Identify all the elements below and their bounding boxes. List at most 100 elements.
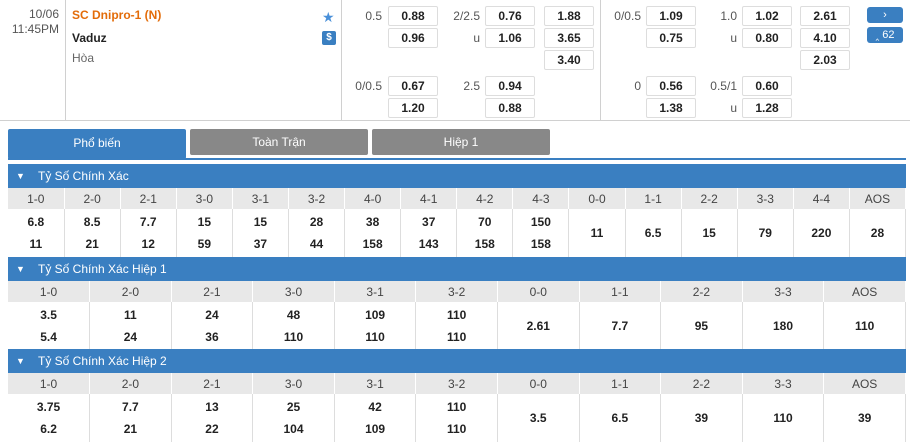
home-score-odds[interactable]: 24 xyxy=(205,307,219,322)
away-score-odds[interactable]: 110 xyxy=(447,421,467,436)
ft-ou-under-odds[interactable]: 1.06 xyxy=(485,28,535,48)
away-score-odds[interactable]: 6.2 xyxy=(40,421,57,436)
home-score-odds[interactable]: 110 xyxy=(447,307,467,322)
dollar-icon[interactable]: $ xyxy=(322,31,336,45)
home-score-odds[interactable]: 15 xyxy=(253,214,268,229)
home-score-odds[interactable]: 6.8 xyxy=(27,214,45,229)
away-score-odds[interactable]: 158 xyxy=(530,236,551,251)
home-score-odds[interactable]: 11 xyxy=(124,307,137,322)
h1-1x2-draw-odds[interactable]: 2.03 xyxy=(800,50,850,70)
ft-ou-over-odds[interactable]: 0.76 xyxy=(485,6,535,26)
chevron-down-icon[interactable]: ▼ xyxy=(16,356,25,366)
ft-1x2-away-odds[interactable]: 3.65 xyxy=(544,28,594,48)
away-team[interactable]: Vaduz xyxy=(72,31,107,45)
home-score-odds[interactable]: 150 xyxy=(530,214,551,229)
home-score-odds[interactable]: 48 xyxy=(286,307,301,322)
more-button[interactable]: › xyxy=(867,7,903,23)
h1-1x2-away-odds[interactable]: 4.10 xyxy=(800,28,850,48)
away-score-odds[interactable]: 5.4 xyxy=(40,329,57,344)
draw-score-odds[interactable]: 6.5 xyxy=(644,225,662,240)
home-score-odds[interactable]: 25 xyxy=(286,399,301,414)
section-header[interactable]: ▼ Tỷ Số Chính Xác xyxy=(8,164,906,188)
markets-count-button[interactable]: ‸ 62 xyxy=(867,27,903,43)
draw-score-odds[interactable]: 180 xyxy=(772,318,793,333)
section-header[interactable]: ▼ Tỷ Số Chính Xác Hiệp 1 xyxy=(8,257,906,281)
tab-fulltime[interactable]: Toàn Trận xyxy=(190,129,368,155)
ft-hdp2-away-odds[interactable]: 1.20 xyxy=(388,98,438,118)
ft-ou2-under-odds[interactable]: 0.88 xyxy=(485,98,535,118)
ft-1x2-home-odds[interactable]: 1.88 xyxy=(544,6,594,26)
tab-popular[interactable]: Phổ biến xyxy=(8,129,186,159)
away-score-odds[interactable]: 110 xyxy=(365,329,385,344)
section-header[interactable]: ▼ Tỷ Số Chính Xác Hiệp 2 xyxy=(8,349,906,373)
h1-hdp-away-odds[interactable]: 0.75 xyxy=(646,28,696,48)
draw-score-odds[interactable]: 3.5 xyxy=(529,410,547,425)
ft-1x2-draw-odds[interactable]: 3.40 xyxy=(544,50,594,70)
draw-score-odds[interactable]: 15 xyxy=(702,225,716,240)
away-score-odds[interactable]: 158 xyxy=(474,236,495,251)
favorite-star-icon[interactable]: ★ xyxy=(322,9,335,25)
draw-score-odds[interactable]: 110 xyxy=(854,318,875,333)
away-score-odds[interactable]: 36 xyxy=(205,329,219,344)
h1-ou2-over-odds[interactable]: 0.60 xyxy=(742,76,792,96)
h1-hdp2-home-odds[interactable]: 0.56 xyxy=(646,76,696,96)
home-score-odds[interactable]: 3.75 xyxy=(36,399,61,414)
away-score-odds[interactable]: 104 xyxy=(283,421,304,436)
away-score-odds[interactable]: 24 xyxy=(123,329,138,344)
chevron-down-icon[interactable]: ▼ xyxy=(16,264,25,274)
away-score-odds[interactable]: 12 xyxy=(141,236,155,251)
score-cell: 7.7 12 xyxy=(120,209,177,258)
draw-score-odds[interactable]: 110 xyxy=(773,410,793,425)
away-score-odds[interactable]: 59 xyxy=(197,236,211,251)
home-score-odds[interactable]: 3.5 xyxy=(40,307,57,322)
away-score-odds[interactable]: 11 xyxy=(29,236,43,251)
home-score-odds[interactable]: 37 xyxy=(422,214,436,229)
home-score-odds[interactable]: 15 xyxy=(197,214,211,229)
draw-score-odds[interactable]: 7.7 xyxy=(611,318,629,333)
home-score-odds[interactable]: 38 xyxy=(365,214,380,229)
ft-hdp2-home-odds[interactable]: 0.67 xyxy=(388,76,438,96)
score-cell: 13 22 xyxy=(171,394,254,442)
tab-first-half[interactable]: Hiệp 1 xyxy=(372,129,550,155)
away-score-odds[interactable]: 110 xyxy=(283,329,304,344)
home-team[interactable]: SC Dnipro-1 (N) xyxy=(72,8,162,22)
h1-hdp-home-odds[interactable]: 1.09 xyxy=(646,6,696,26)
ft-ou2-over-odds[interactable]: 0.94 xyxy=(485,76,535,96)
draw-score-odds[interactable]: 2.61 xyxy=(526,318,550,333)
draw-score-odds[interactable]: 95 xyxy=(694,318,709,333)
home-score-odds[interactable]: 13 xyxy=(205,399,219,414)
draw-score-odds[interactable]: 39 xyxy=(694,410,709,425)
home-score-odds[interactable]: 28 xyxy=(309,214,324,229)
home-score-odds[interactable]: 7.7 xyxy=(122,399,139,414)
h1-hdp2-away-odds[interactable]: 1.38 xyxy=(646,98,696,118)
home-score-odds[interactable]: 42 xyxy=(368,399,382,414)
away-score-odds[interactable]: 44 xyxy=(309,236,324,251)
home-score-odds[interactable]: 8.5 xyxy=(83,214,101,229)
away-score-odds[interactable]: 143 xyxy=(418,236,439,251)
draw-score-odds[interactable]: 39 xyxy=(857,410,872,425)
score-table: 1-0 2-0 2-1 3-0 3-1 3-2 0-0 1-1 2-2 3-3 AOS 3.75 6.2… xyxy=(8,373,906,442)
h1-1x2-home-odds[interactable]: 2.61 xyxy=(800,6,850,26)
home-score-odds[interactable]: 7.7 xyxy=(139,214,157,229)
away-score-odds[interactable]: 22 xyxy=(205,421,219,436)
away-score-odds[interactable]: 21 xyxy=(123,421,138,436)
ft-hdp-home-odds[interactable]: 0.88 xyxy=(388,6,438,26)
draw-score-odds[interactable]: 6.5 xyxy=(611,410,629,425)
draw-score-odds[interactable]: 79 xyxy=(758,225,772,240)
draw-score-odds[interactable]: 28 xyxy=(870,225,885,240)
chevron-down-icon[interactable]: ▼ xyxy=(16,171,25,181)
away-score-odds[interactable]: 110 xyxy=(447,329,467,344)
draw-score-odds[interactable]: 220 xyxy=(811,225,832,240)
home-score-odds[interactable]: 70 xyxy=(478,214,492,229)
h1-ou-under-odds[interactable]: 0.80 xyxy=(742,28,792,48)
away-score-odds[interactable]: 158 xyxy=(362,236,383,251)
ft-hdp-away-odds[interactable]: 0.96 xyxy=(388,28,438,48)
h1-ou2-under-odds[interactable]: 1.28 xyxy=(742,98,792,118)
h1-ou-over-odds[interactable]: 1.02 xyxy=(742,6,792,26)
draw-score-odds[interactable]: 11 xyxy=(590,225,604,240)
home-score-odds[interactable]: 109 xyxy=(365,307,386,322)
away-score-odds[interactable]: 37 xyxy=(253,236,268,251)
away-score-odds[interactable]: 109 xyxy=(365,421,386,436)
home-score-odds[interactable]: 110 xyxy=(447,399,467,414)
away-score-odds[interactable]: 21 xyxy=(85,236,99,251)
